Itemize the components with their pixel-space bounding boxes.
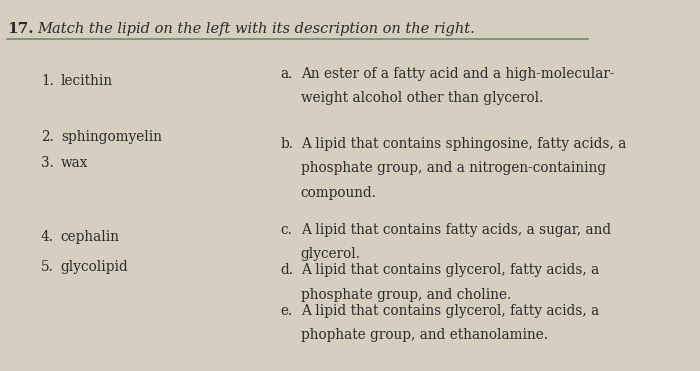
Text: glycerol.: glycerol.	[301, 247, 360, 261]
Text: glycolipid: glycolipid	[61, 260, 129, 274]
Text: A lipid that contains glycerol, fatty acids, a: A lipid that contains glycerol, fatty ac…	[301, 263, 599, 278]
Text: cephalin: cephalin	[61, 230, 120, 244]
Text: A lipid that contains fatty acids, a sugar, and: A lipid that contains fatty acids, a sug…	[301, 223, 611, 237]
Text: c.: c.	[281, 223, 293, 237]
Text: Match the lipid on the left with its description on the right.: Match the lipid on the left with its des…	[37, 22, 475, 36]
Text: weight alcohol other than glycerol.: weight alcohol other than glycerol.	[301, 91, 543, 105]
Text: A lipid that contains sphingosine, fatty acids, a: A lipid that contains sphingosine, fatty…	[301, 137, 626, 151]
Text: d.: d.	[281, 263, 293, 278]
Text: compound.: compound.	[301, 186, 377, 200]
Text: e.: e.	[281, 304, 293, 318]
Text: phophate group, and ethanolamine.: phophate group, and ethanolamine.	[301, 328, 547, 342]
Text: b.: b.	[281, 137, 293, 151]
Text: 1.: 1.	[41, 74, 54, 88]
Text: 5.: 5.	[41, 260, 54, 274]
Text: An ester of a fatty acid and a high-molecular-: An ester of a fatty acid and a high-mole…	[301, 67, 614, 81]
Text: lecithin: lecithin	[61, 74, 113, 88]
Text: phosphate group, and a nitrogen-containing: phosphate group, and a nitrogen-containi…	[301, 161, 606, 175]
Text: phosphate group, and choline.: phosphate group, and choline.	[301, 288, 511, 302]
Text: sphingomyelin: sphingomyelin	[61, 130, 162, 144]
Text: 4.: 4.	[41, 230, 54, 244]
Text: wax: wax	[61, 156, 88, 170]
Text: 17.: 17.	[7, 22, 34, 36]
Text: a.: a.	[281, 67, 293, 81]
Text: A lipid that contains glycerol, fatty acids, a: A lipid that contains glycerol, fatty ac…	[301, 304, 599, 318]
Text: 3.: 3.	[41, 156, 54, 170]
Text: 2.: 2.	[41, 130, 54, 144]
